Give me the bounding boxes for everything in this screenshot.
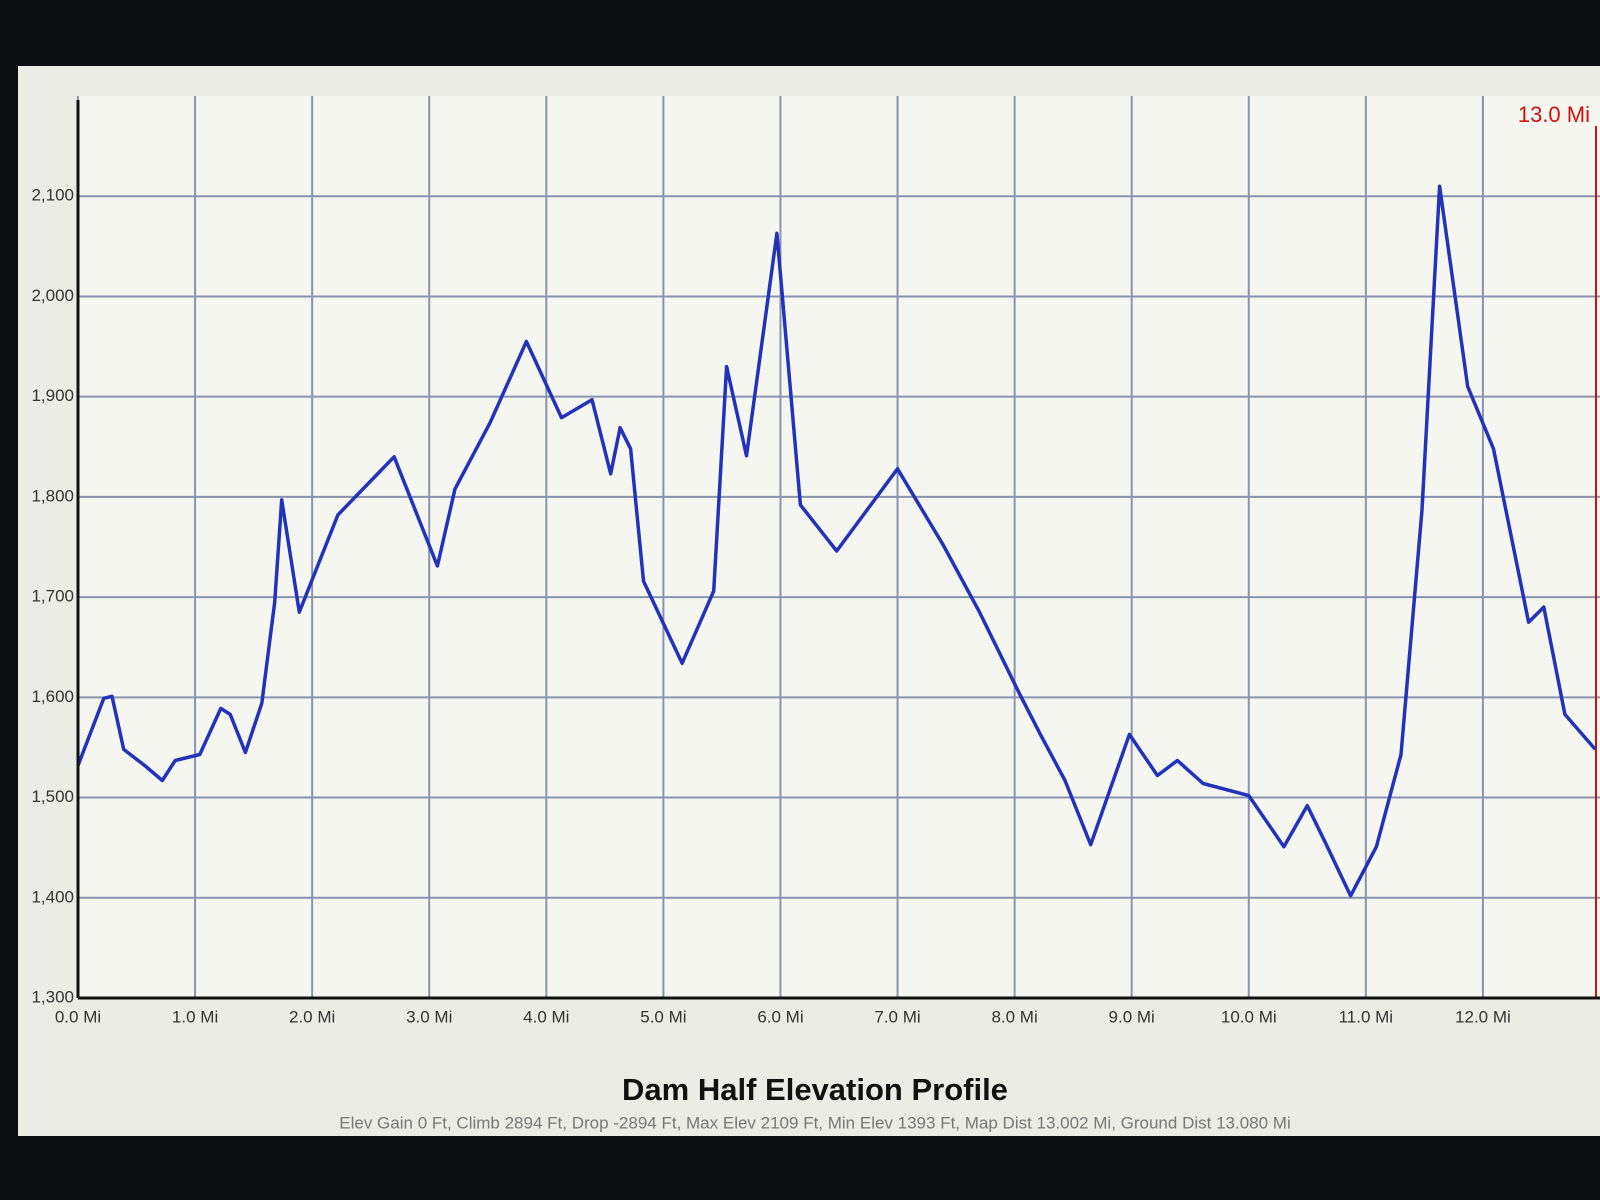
y-tick-label: 1,700 bbox=[31, 587, 74, 606]
y-tick-label: 1,800 bbox=[31, 486, 74, 505]
x-tick-label: 6.0 Mi bbox=[757, 1007, 803, 1026]
x-tick-label: 7.0 Mi bbox=[874, 1007, 920, 1026]
chart-subtitle: Elev Gain 0 Ft, Climb 2894 Ft, Drop -289… bbox=[339, 1113, 1290, 1132]
marks: 13.0 Mi bbox=[76, 102, 1597, 998]
y-tick-label: 2,000 bbox=[31, 286, 74, 305]
x-tick-label: 5.0 Mi bbox=[640, 1007, 686, 1026]
x-tick-label: 3.0 Mi bbox=[406, 1007, 452, 1026]
x-tick-label: 2.0 Mi bbox=[289, 1007, 335, 1026]
distance-marker-label: 13.0 Mi bbox=[1518, 102, 1590, 127]
chart-title: Dam Half Elevation Profile bbox=[622, 1072, 1008, 1107]
x-tick-label: 1.0 Mi bbox=[172, 1007, 218, 1026]
grid bbox=[77, 96, 1600, 999]
x-tick-label: 4.0 Mi bbox=[523, 1007, 569, 1026]
y-tick-label: 2,100 bbox=[31, 186, 74, 205]
y-tick-label: 1,400 bbox=[31, 887, 74, 906]
x-tick-label: 12.0 Mi bbox=[1455, 1007, 1511, 1026]
x-tick-label: 0.0 Mi bbox=[55, 1007, 101, 1026]
y-tick-label: 1,300 bbox=[31, 987, 74, 1006]
x-tick-label: 8.0 Mi bbox=[991, 1007, 1037, 1026]
x-tick-label: 11.0 Mi bbox=[1339, 1007, 1394, 1026]
y-tick-label: 1,900 bbox=[31, 386, 74, 405]
elevation-line bbox=[76, 184, 1597, 898]
ticks: 1,300 1,400 1,500 1,600 1,700 1,800 1,900 2,000… bbox=[31, 186, 1510, 1027]
y-tick-label: 1,600 bbox=[31, 687, 74, 706]
x-tick-label: 10.0 Mi bbox=[1221, 1007, 1277, 1026]
y-tick-label: 1,500 bbox=[31, 787, 74, 806]
x-tick-label: 9.0 Mi bbox=[1109, 1007, 1155, 1026]
